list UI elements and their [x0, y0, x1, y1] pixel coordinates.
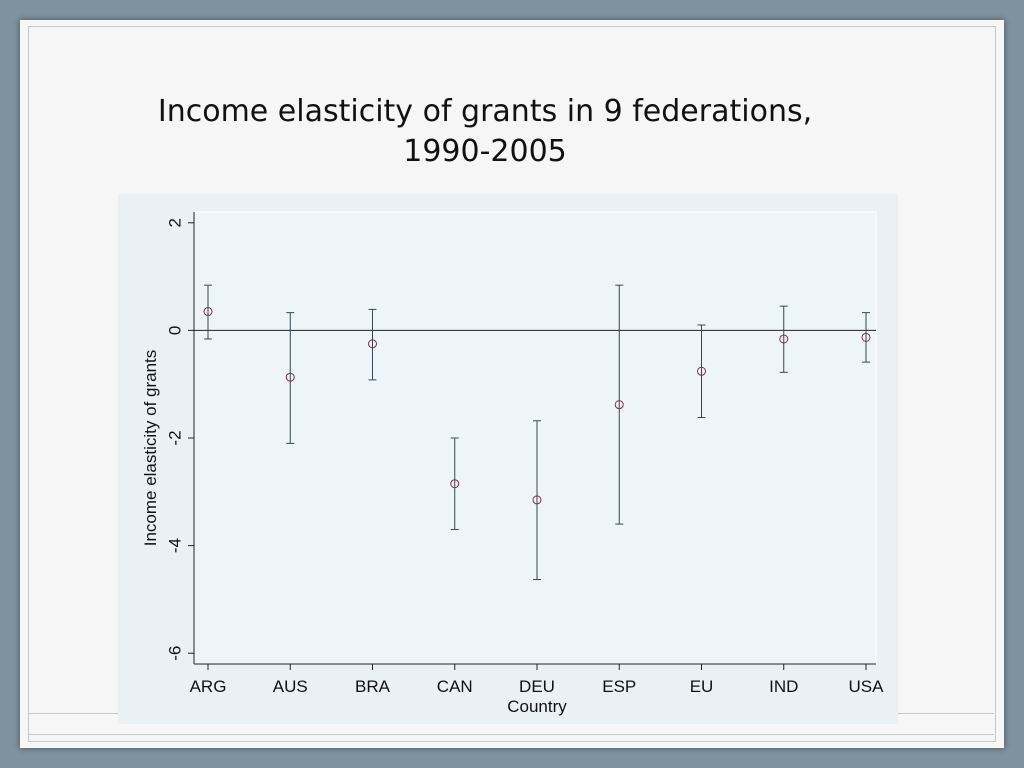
slide-title-line2: 1990-2005: [403, 134, 567, 169]
x-tick-label: EU: [690, 677, 714, 696]
x-tick-label: CAN: [437, 677, 473, 696]
x-tick-label: USA: [849, 677, 885, 696]
point-aus: [285, 372, 295, 382]
point-esp: [614, 400, 624, 410]
x-tick-label: BRA: [355, 677, 391, 696]
y-axis-label: Income elasticity of grants: [141, 350, 160, 547]
chart-panel: 2 0 -2 -4 -6 ARG AUS BRA CAN DEU ESP EU IND USA Coun…: [118, 194, 898, 724]
x-tick-label: IND: [769, 677, 798, 696]
point-arg: [203, 307, 213, 317]
point-eu: [697, 366, 706, 376]
x-tick-label: ARG: [190, 677, 227, 696]
x-tick-label: ESP: [602, 677, 636, 696]
y-tick-label: -6: [165, 646, 184, 661]
point-can: [450, 479, 460, 489]
point-deu: [532, 495, 542, 505]
slide-title: Income elasticity of grants in 9 federat…: [120, 92, 850, 172]
x-axis: ARG AUS BRA CAN DEU ESP EU IND USA: [190, 663, 885, 696]
chart-marks: [203, 284, 871, 581]
y-tick-label: 2: [165, 218, 184, 227]
y-tick-label: -2: [165, 430, 184, 445]
plot-background: [193, 211, 877, 665]
point-bra: [368, 339, 377, 349]
slide-border: [28, 26, 996, 742]
plot-area: [193, 211, 877, 665]
y-axis: 2 0 -2 -4 -6: [165, 212, 195, 664]
elasticity-chart: 2 0 -2 -4 -6 ARG AUS BRA CAN DEU ESP EU IND USA Coun…: [141, 211, 885, 716]
slide: Income elasticity of grants in 9 federat…: [20, 20, 1004, 748]
x-tick-label: AUS: [273, 677, 308, 696]
x-tick-label: DEU: [519, 677, 555, 696]
x-axis-label: Country: [507, 697, 567, 716]
y-tick-label: -4: [165, 538, 184, 553]
point-usa: [861, 332, 871, 342]
y-tick-label: 0: [165, 326, 184, 335]
slide-title-line1: Income elasticity of grants in 9 federat…: [157, 94, 813, 129]
point-ind: [779, 334, 789, 344]
